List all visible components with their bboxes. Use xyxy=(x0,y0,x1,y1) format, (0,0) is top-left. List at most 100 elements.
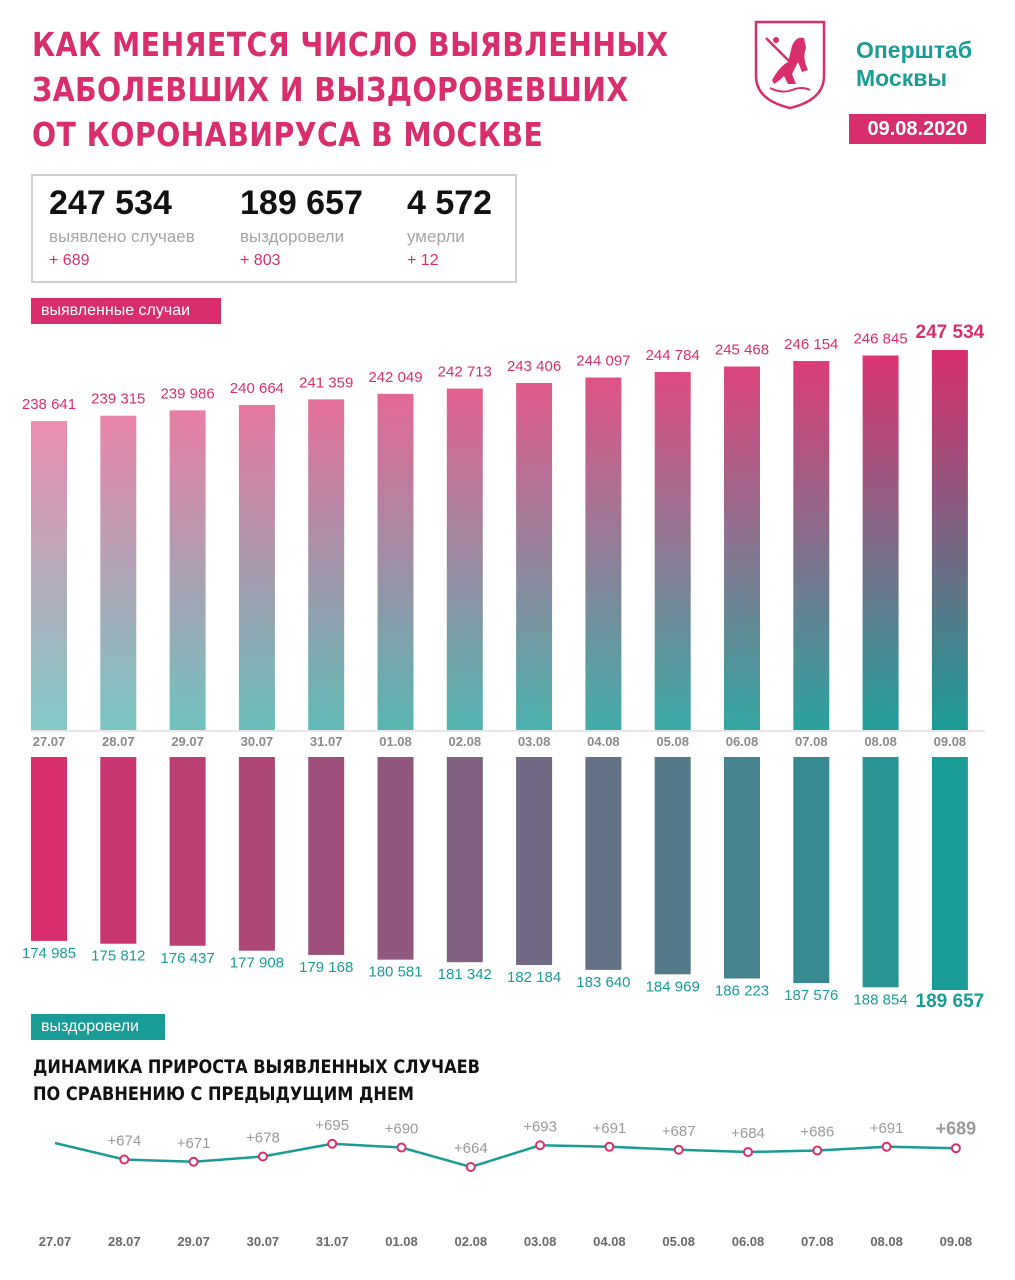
recovered-bar xyxy=(585,757,622,970)
recovered-value-label: 179 168 xyxy=(299,959,353,976)
cases-bar xyxy=(585,377,622,730)
growth-value-label: +691 xyxy=(593,1120,627,1137)
cases-date-label: 28.07 xyxy=(102,734,135,749)
cases-date-label: 29.07 xyxy=(171,734,204,749)
summary-box: 247 534 выявлено случаев + 689 189 657 в… xyxy=(31,174,517,283)
cases-date-label: 09.08 xyxy=(934,734,967,749)
recovered-value-label: 180 581 xyxy=(368,964,422,981)
cases-date-label: 07.08 xyxy=(795,734,828,749)
recovered-value-label: 183 640 xyxy=(576,974,630,991)
growth-value-label: +689 xyxy=(936,1118,977,1138)
cases-date-label: 31.07 xyxy=(310,734,343,749)
growth-point xyxy=(119,1154,130,1165)
cases-bar xyxy=(862,355,899,730)
recovered-value-label: 182 184 xyxy=(507,969,561,986)
stat-cases-label: выявлено случаев xyxy=(49,227,195,246)
stat-cases-delta: + 689 xyxy=(49,252,90,269)
brand: Оперштаб Москвы xyxy=(856,36,972,92)
brand-line-1: Оперштаб xyxy=(856,37,973,63)
cases-value-label: 242 049 xyxy=(368,369,422,386)
recovered-bar xyxy=(724,757,760,979)
moscow-coat-of-arms-icon xyxy=(754,20,826,110)
recovered-legend-pill: выздоровели xyxy=(31,1014,165,1040)
growth-point xyxy=(257,1151,268,1162)
stat-deaths: 4 572 умерли + 12 xyxy=(407,184,492,270)
title-line-1: КАК МЕНЯЕТСЯ ЧИСЛО ВЫЯВЛЕННЫХ xyxy=(32,25,669,64)
growth-value-label: +690 xyxy=(385,1121,419,1138)
growth-value-label: +664 xyxy=(454,1140,488,1157)
growth-date-label: 01.08 xyxy=(385,1234,418,1249)
stat-deaths-value: 4 572 xyxy=(407,184,493,222)
growth-point xyxy=(465,1162,476,1172)
growth-value-label: +684 xyxy=(731,1125,765,1142)
cases-bar xyxy=(446,388,483,730)
cases-date-label: 04.08 xyxy=(587,734,620,749)
growth-title-line-1: ДИНАМИКА ПРИРОСТА ВЫЯВЛЕННЫХ СЛУЧАЕВ xyxy=(33,1056,480,1078)
recovered-value-label: 186 223 xyxy=(715,983,769,1000)
growth-point xyxy=(673,1144,684,1155)
growth-point xyxy=(188,1156,199,1167)
recovered-value-label: 189 657 xyxy=(916,991,985,1012)
title-line-2: ЗАБОЛЕВШИХ И ВЫЗДОРОВЕВШИХ xyxy=(32,70,629,109)
stat-recovered-delta: + 803 xyxy=(240,252,281,269)
growth-value-label: +687 xyxy=(662,1123,696,1140)
recovered-value-label: 175 812 xyxy=(91,948,145,965)
stat-recovered: 189 657 выздоровели + 803 xyxy=(240,184,363,270)
cases-date-label: 30.07 xyxy=(241,734,274,749)
brand-line-2: Москвы xyxy=(856,65,947,91)
recovered-bar xyxy=(100,757,137,944)
growth-point xyxy=(327,1138,338,1149)
cases-bar xyxy=(793,361,830,730)
growth-date-label: 29.07 xyxy=(177,1234,210,1249)
stat-recovered-label: выздоровели xyxy=(240,227,345,246)
title-line-3: ОТ КОРОНАВИРУСА В МОСКВЕ xyxy=(32,115,544,154)
cases-value-label: 241 359 xyxy=(299,374,353,391)
recovered-bar xyxy=(31,757,67,941)
cases-value-label: 245 468 xyxy=(715,342,769,359)
growth-date-label: 28.07 xyxy=(108,1234,141,1249)
stat-deaths-delta: + 12 xyxy=(407,252,439,269)
stat-cases-value: 247 534 xyxy=(49,184,172,222)
growth-value-label: +678 xyxy=(246,1130,280,1147)
cases-date-label: 02.08 xyxy=(449,734,482,749)
growth-value-label: +671 xyxy=(177,1135,211,1152)
growth-title-line-2: ПО СРАВНЕНИЮ С ПРЕДЫДУЩИМ ДНЕМ xyxy=(33,1083,414,1105)
cases-date-label: 05.08 xyxy=(656,734,689,749)
stat-deaths-label: умерли xyxy=(407,227,465,246)
stat-recovered-value: 189 657 xyxy=(240,184,363,222)
growth-line xyxy=(54,1141,956,1169)
cases-value-label: 247 534 xyxy=(916,322,985,343)
recovered-bar xyxy=(446,757,483,963)
growth-date-label: 07.08 xyxy=(801,1234,834,1249)
cases-bar xyxy=(516,383,553,730)
growth-value-label: +695 xyxy=(315,1117,349,1134)
growth-date-label: 31.07 xyxy=(316,1234,349,1249)
growth-point xyxy=(396,1142,407,1153)
growth-point xyxy=(604,1141,615,1152)
cases-bar xyxy=(377,393,414,730)
cases-bar xyxy=(100,415,137,730)
growth-value-label: +674 xyxy=(107,1133,141,1150)
growth-date-label: 02.08 xyxy=(455,1234,488,1249)
recovered-value-label: 187 576 xyxy=(784,987,838,1004)
cases-bar xyxy=(31,421,67,730)
recovered-bar xyxy=(238,757,275,951)
cases-bar xyxy=(931,350,968,730)
cases-date-label: 27.07 xyxy=(33,734,66,749)
cases-value-label: 242 713 xyxy=(438,364,492,381)
growth-point xyxy=(812,1145,823,1156)
growth-chart-title: ДИНАМИКА ПРИРОСТА ВЫЯВЛЕННЫХ СЛУЧАЕВ ПО … xyxy=(33,1054,480,1108)
growth-point xyxy=(743,1147,753,1157)
cases-legend-pill: выявленные случаи xyxy=(31,298,221,324)
growth-date-label: 08.08 xyxy=(870,1234,903,1249)
recovered-bar xyxy=(793,757,830,984)
recovered-bar xyxy=(169,757,206,946)
growth-point xyxy=(881,1141,892,1152)
growth-date-label: 09.08 xyxy=(940,1234,973,1249)
recovered-value-label: 188 854 xyxy=(853,991,907,1008)
cases-value-label: 246 845 xyxy=(853,331,907,348)
cases-value-label: 238 641 xyxy=(22,396,76,413)
cases-value-label: 243 406 xyxy=(507,358,561,375)
recovered-value-label: 176 437 xyxy=(160,950,214,967)
page-title: КАК МЕНЯЕТСЯ ЧИСЛО ВЫЯВЛЕННЫХ ЗАБОЛЕВШИХ… xyxy=(32,22,669,157)
